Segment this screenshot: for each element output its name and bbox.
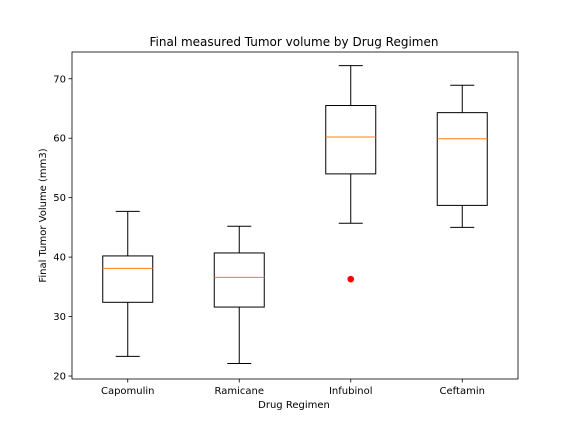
y-tick-label: 40 <box>53 253 66 264</box>
box-iqr <box>436 112 488 206</box>
x-tick-label: Ceftamin <box>440 386 485 397</box>
x-tick-label: Infubinol <box>329 386 373 397</box>
chart-title: Final measured Tumor volume by Drug Regi… <box>150 35 439 49</box>
outlier-point <box>347 275 355 283</box>
y-tick-label: 50 <box>53 193 66 204</box>
x-axis-label: Drug Regimen <box>258 400 330 411</box>
y-tick-label: 20 <box>53 372 66 383</box>
y-axis-label: Final Tumor Volume (mm3) <box>38 148 49 282</box>
x-tick-label: Capomulin <box>101 386 155 397</box>
box-iqr <box>325 105 377 175</box>
box-iqr <box>102 255 154 303</box>
y-tick-label: 70 <box>53 74 66 85</box>
y-tick-label: 60 <box>53 134 66 145</box>
plot-frame <box>71 51 519 380</box>
box-iqr <box>213 252 265 308</box>
x-tick-label: Ramicane <box>215 386 265 397</box>
y-tick-label: 30 <box>53 312 66 323</box>
plot-area <box>102 65 488 365</box>
